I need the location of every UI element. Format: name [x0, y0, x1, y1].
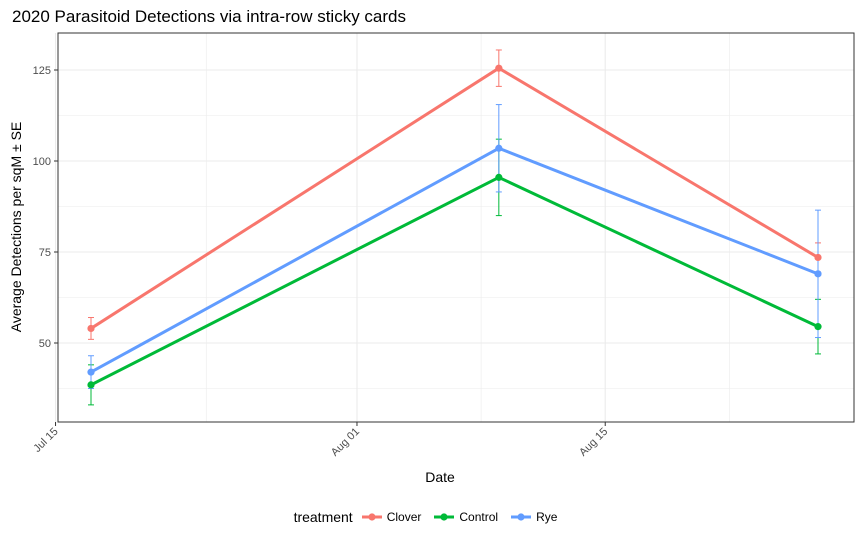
y-axis-title: Average Detections per sqM ± SE: [8, 121, 24, 333]
chart-title: 2020 Parasitoid Detections via intra-row…: [12, 7, 406, 26]
legend-key-clover: [361, 513, 382, 521]
data-point-control: [495, 173, 503, 181]
y-tick-label: 75: [39, 247, 51, 259]
panel-background: [58, 33, 854, 422]
legend-label-control: Control: [459, 510, 499, 524]
legend-title: treatment: [293, 509, 353, 525]
x-tick-label: Jul 15: [31, 426, 60, 455]
data-point-rye: [87, 368, 95, 376]
legend-label-clover: Clover: [386, 510, 422, 524]
legend-key-point-rye: [517, 513, 525, 521]
panel-border: [57, 32, 855, 423]
legend: treatment Clover Control Rye: [0, 509, 863, 525]
y-tick-label: 50: [39, 338, 51, 350]
x-tick-label: Aug 01: [329, 426, 362, 459]
data-point-rye: [814, 270, 822, 278]
y-tick-label: 100: [33, 156, 51, 168]
legend-item-control: Control: [433, 510, 498, 524]
y-tick-label: 125: [33, 65, 51, 77]
legend-key-point-control: [440, 513, 448, 521]
legend-label-rye: Rye: [536, 510, 558, 524]
data-point-clover: [495, 64, 503, 72]
legend-item-clover: Clover: [361, 510, 422, 524]
legend-key-control: [434, 513, 455, 521]
data-point-control: [814, 323, 822, 331]
legend-key-point-clover: [368, 513, 376, 521]
x-tick-label: Aug 15: [577, 426, 610, 459]
x-axis-title: Date: [425, 469, 455, 485]
legend-item-rye: Rye: [510, 510, 557, 524]
data-point-clover: [814, 253, 822, 262]
data-point-rye: [495, 144, 503, 152]
data-point-control: [87, 381, 95, 389]
legend-key-rye: [511, 513, 532, 521]
data-point-clover: [87, 324, 95, 333]
